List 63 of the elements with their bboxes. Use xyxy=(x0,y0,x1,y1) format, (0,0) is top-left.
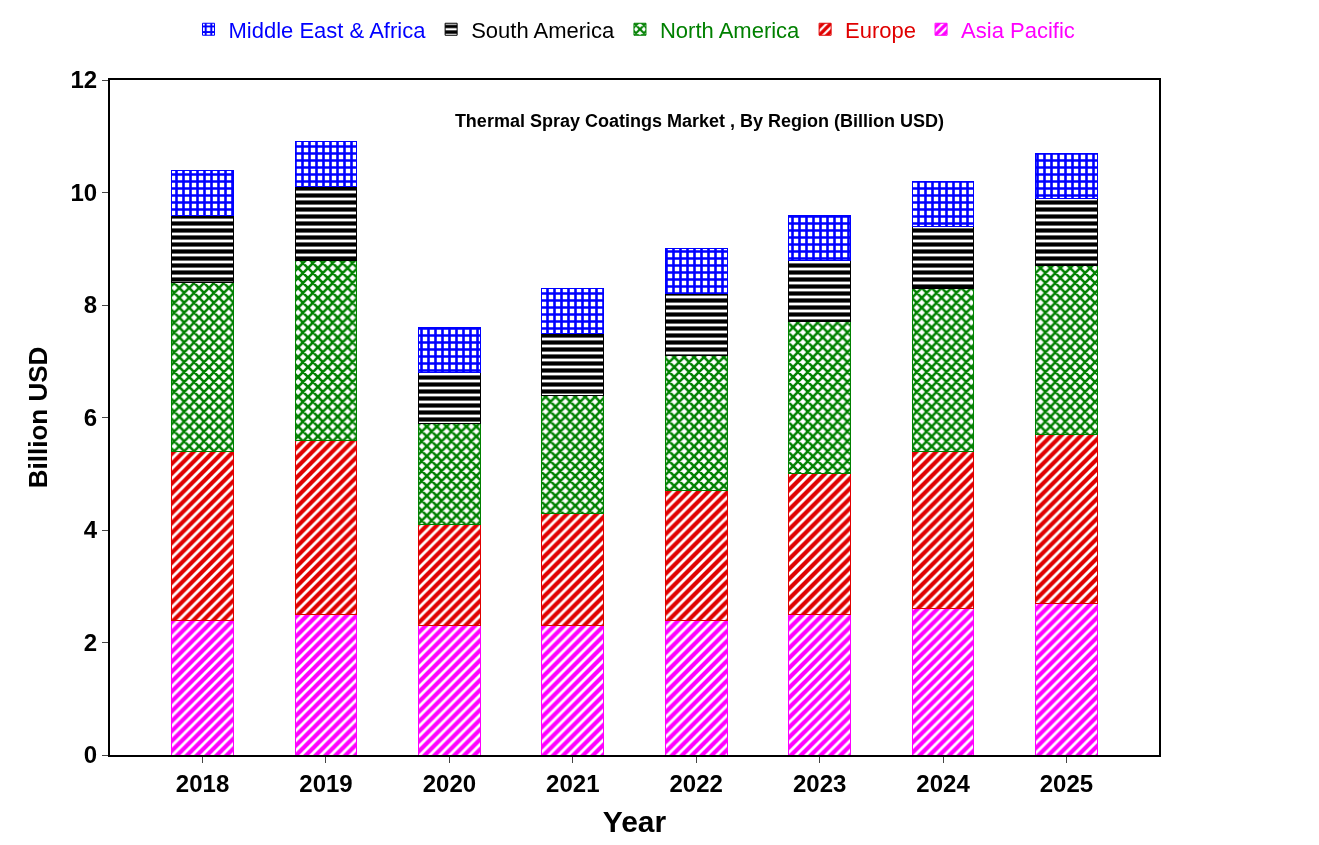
y-tick-label: 8 xyxy=(83,291,98,319)
y-tick-label: 10 xyxy=(70,178,98,206)
text: North America xyxy=(659,17,801,43)
bar xyxy=(294,141,358,188)
bar xyxy=(1035,152,1098,199)
y-tick-label: 12 xyxy=(70,66,98,94)
bar xyxy=(911,180,975,227)
bar xyxy=(541,512,605,627)
bar xyxy=(418,422,481,525)
x-tick-label: 2019 xyxy=(299,769,353,797)
y-tick-label: 2 xyxy=(83,628,98,656)
text: Thermal Spray Coatings Market , By Region (Billion USD) xyxy=(454,110,944,131)
y-tick-label: 4 xyxy=(83,516,98,544)
bar xyxy=(788,214,851,261)
bar xyxy=(541,332,605,396)
bar xyxy=(911,608,975,755)
bar xyxy=(171,619,234,755)
bar xyxy=(294,439,358,615)
bar xyxy=(664,355,728,492)
text: Middle East & Africa xyxy=(228,17,427,43)
bar xyxy=(294,186,358,261)
text: Europe xyxy=(845,17,917,43)
bar xyxy=(911,450,975,610)
bar xyxy=(171,214,234,283)
bar xyxy=(418,372,481,424)
bar xyxy=(418,327,481,373)
bar xyxy=(664,248,728,295)
x-tick-label: 2022 xyxy=(669,769,723,797)
bar xyxy=(1035,265,1098,435)
x-tick-label: 2023 xyxy=(792,769,847,797)
y-tick-label: 6 xyxy=(83,403,98,431)
bar xyxy=(541,394,605,514)
text: South America xyxy=(471,17,615,43)
bar xyxy=(788,321,851,475)
bar xyxy=(788,613,851,755)
bar xyxy=(418,523,481,627)
bar xyxy=(664,293,728,357)
bar xyxy=(418,625,481,755)
x-tick-label: 2021 xyxy=(546,769,600,797)
bar xyxy=(171,282,234,452)
bar xyxy=(171,450,234,621)
bar xyxy=(294,259,358,441)
x-tick-label: 2020 xyxy=(422,769,477,797)
x-tick-label: 2018 xyxy=(175,769,230,797)
x-tick-label: 2024 xyxy=(916,769,971,797)
bar xyxy=(911,287,975,452)
bar xyxy=(911,225,975,289)
bar xyxy=(1035,602,1098,755)
bar xyxy=(664,490,728,621)
bar xyxy=(788,259,851,323)
y-axis-title: Billion USD xyxy=(23,346,54,489)
x-tick-label: 2025 xyxy=(1039,769,1094,797)
bar xyxy=(541,287,605,334)
bar xyxy=(1035,433,1098,604)
y-tick-label: 0 xyxy=(83,741,98,769)
bar xyxy=(788,473,851,615)
bar xyxy=(664,619,728,755)
bar xyxy=(541,625,605,755)
bar xyxy=(294,613,358,755)
text: Asia Pacific xyxy=(961,17,1075,43)
x-axis-title: Year xyxy=(602,804,667,838)
bar xyxy=(171,169,234,216)
bar xyxy=(1035,197,1098,267)
